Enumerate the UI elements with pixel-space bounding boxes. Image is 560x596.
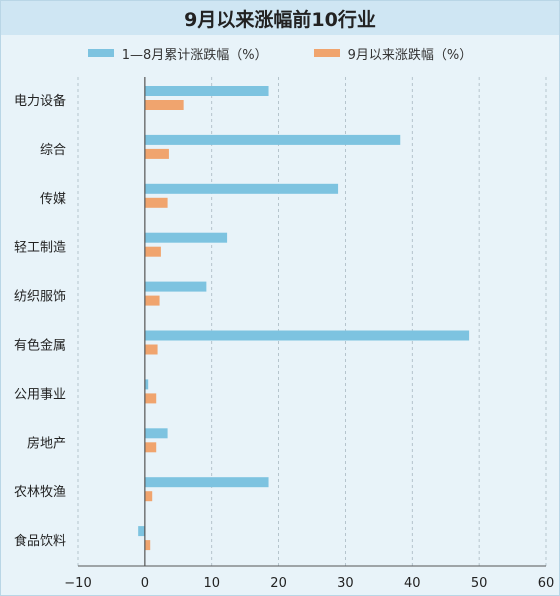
category-label: 食品饮料 <box>14 533 66 549</box>
legend-item-series-2: 9月以来涨跌幅（%） <box>313 44 473 63</box>
category-label: 有色金属 <box>14 338 66 354</box>
legend-swatch-series-1 <box>87 49 114 57</box>
category-label: 纺织服饰 <box>14 290 66 305</box>
bar-series-2 <box>144 295 160 306</box>
bar-series-1 <box>144 477 269 488</box>
x-tick-label: −10 <box>64 576 91 591</box>
legend-item-series-1: 1—8月累计涨跌幅（%） <box>87 44 268 63</box>
x-tick-label: 30 <box>337 576 354 591</box>
bar-series-1 <box>144 134 401 145</box>
legend: 1—8月累计涨跌幅（%） 9月以来涨跌幅（%） <box>1 43 559 63</box>
category-label: 农林牧渔 <box>14 485 66 500</box>
category-label: 综合 <box>40 143 66 158</box>
x-tick-label: 60 <box>538 576 555 591</box>
bar-series-2 <box>144 148 169 159</box>
category-label: 传媒 <box>40 192 66 207</box>
chart-title: 9月以来涨幅前10行业 <box>1 1 559 35</box>
legend-label-series-2: 9月以来涨跌幅（%） <box>347 47 473 63</box>
bar-series-2 <box>144 393 157 404</box>
legend-swatch-series-2 <box>313 49 340 57</box>
x-tick-label: 20 <box>270 576 287 591</box>
x-tick-label: 50 <box>471 576 488 591</box>
bar-series-1 <box>144 330 470 341</box>
bar-series-2 <box>144 100 184 110</box>
x-tick-label: 0 <box>141 576 149 591</box>
category-label: 房地产 <box>27 435 66 451</box>
bar-series-1 <box>138 526 145 537</box>
bar-series-2 <box>144 246 161 257</box>
bar-series-1 <box>144 183 339 194</box>
bar-series-2 <box>144 540 151 551</box>
category-label: 公用事业 <box>14 387 66 402</box>
x-tick-label: 40 <box>404 576 421 591</box>
bar-series-2 <box>144 442 157 453</box>
bar-series-2 <box>144 197 168 208</box>
bar-series-2 <box>144 491 153 502</box>
x-tick-label: 10 <box>203 576 220 591</box>
category-label: 轻工制造 <box>14 241 66 256</box>
bar-series-1 <box>144 281 207 292</box>
category-label: 电力设备 <box>14 93 66 109</box>
bar-series-1 <box>144 86 269 96</box>
bar-series-1 <box>144 428 168 439</box>
bar-series-1 <box>144 379 149 390</box>
bar-series-2 <box>144 344 158 355</box>
bar-series-1 <box>144 232 228 243</box>
legend-label-series-1: 1—8月累计涨跌幅（%） <box>121 47 268 63</box>
